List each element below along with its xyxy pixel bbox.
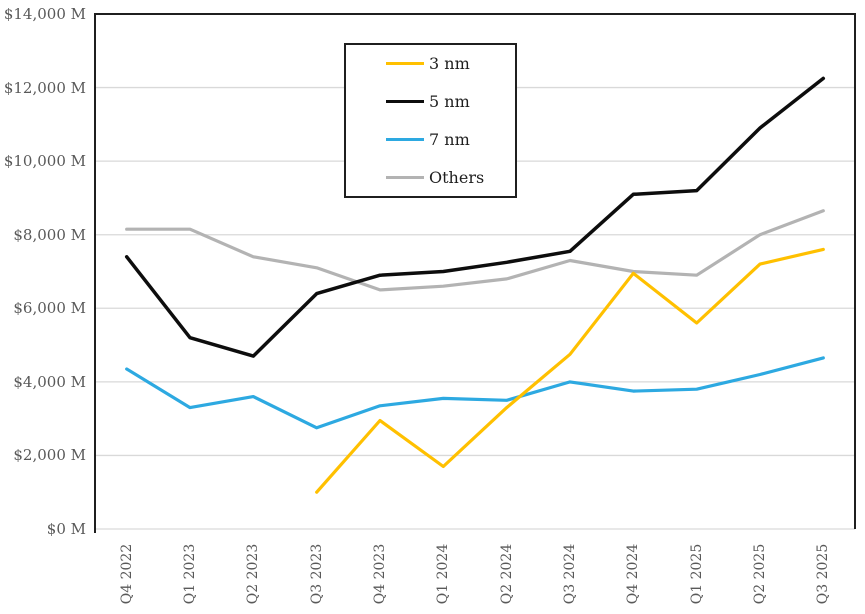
x-axis-tick-label: Q4 2023	[372, 543, 388, 605]
legend-item-others: Others	[386, 168, 515, 187]
y-axis-tick-label: $10,000 M	[3, 152, 86, 171]
legend-label: 5 nm	[429, 92, 470, 112]
legend-line-swatch-7nm	[386, 137, 424, 141]
x-axis-tick-label: Q1 2024	[435, 543, 452, 605]
y-axis-tick-label: $14,000 M	[3, 5, 86, 23]
x-axis-tick-label: Q2 2025	[752, 543, 768, 605]
legend-label: 7 nm	[429, 129, 470, 149]
y-axis-tick-label: $6,000 M	[13, 299, 86, 318]
x-axis-tick-label: Q2 2024	[498, 543, 515, 605]
y-axis-tick-label: $8,000 M	[13, 225, 86, 244]
x-axis-tick-label: Q4 2022	[118, 543, 135, 605]
legend: 3 nm 5 nm 7 nm Others	[344, 43, 517, 198]
series-line-3-nm	[315, 247, 825, 494]
series-line-others	[125, 209, 825, 292]
plot-border	[94, 13, 856, 533]
x-axis-tick-label: Q3 2023	[308, 543, 325, 605]
y-axis-tick-label: $0 M	[46, 520, 86, 538]
series-line-5-nm	[124, 76, 826, 358]
y-axis-tick-label: $12,000 M	[3, 78, 86, 97]
x-axis-tick-label: Q1 2025	[688, 543, 705, 605]
x-axis-tick-label: Q3 2025	[815, 543, 832, 605]
x-axis-tick-label: Q3 2024	[562, 543, 578, 605]
legend-label: Others	[429, 167, 485, 187]
series-line-7-nm	[125, 356, 825, 430]
legend-line-swatch-5nm	[386, 100, 424, 104]
legend-item-3nm: 3 nm	[386, 54, 515, 73]
y-axis-tick-label: $4,000 M	[13, 372, 86, 391]
x-axis-tick-label: Q4 2024	[625, 543, 642, 605]
legend-label: 3 nm	[429, 54, 470, 74]
legend-item-5nm: 5 nm	[386, 92, 515, 111]
legend-item-7nm: 7 nm	[386, 130, 515, 149]
legend-line-swatch-3nm	[386, 62, 424, 66]
y-axis-tick-label: $2,000 M	[13, 446, 86, 465]
x-axis-tick-label: Q1 2023	[182, 543, 198, 605]
x-axis-tick-label: Q2 2023	[245, 543, 262, 605]
legend-line-swatch-others	[386, 175, 424, 179]
